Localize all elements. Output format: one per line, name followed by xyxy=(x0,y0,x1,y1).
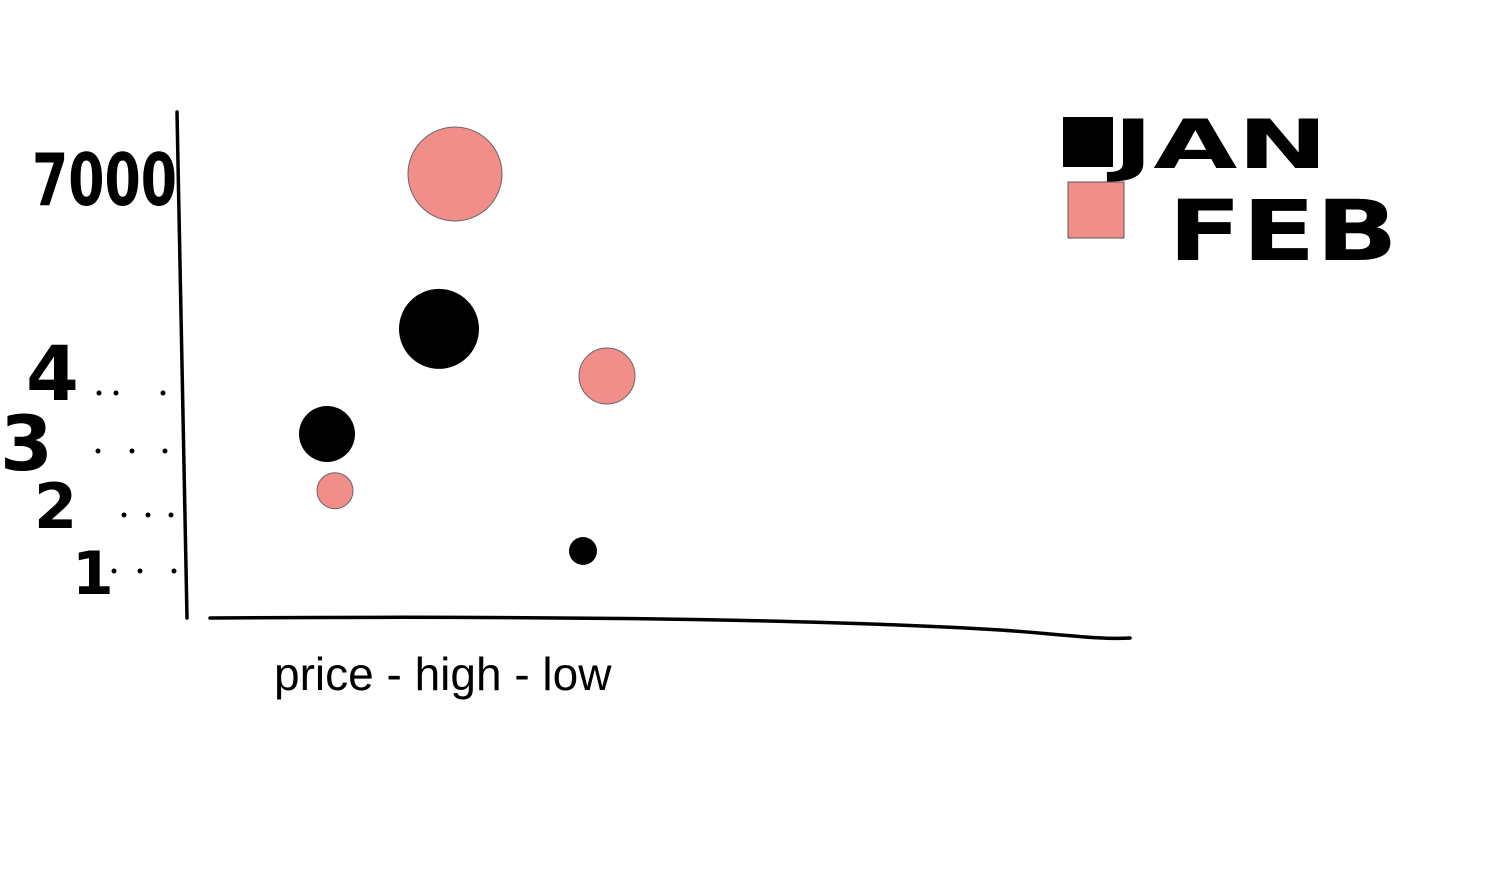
bubble-jan-3 xyxy=(569,537,597,565)
y-axis-label: 7000 xyxy=(32,138,177,222)
bubble-feb-1 xyxy=(316,472,354,510)
y-tick-label-3: 3 xyxy=(0,399,53,488)
legend-label-jan: JAN xyxy=(1107,106,1328,185)
y-tick-label-4: 4 xyxy=(26,329,79,418)
legend-label-feb: FEB xyxy=(1168,182,1398,280)
bubble-feb-2 xyxy=(407,126,503,222)
y-axis-line xyxy=(175,110,189,620)
data-points xyxy=(299,126,636,565)
bubble-jan-2 xyxy=(399,288,479,369)
tick-dots xyxy=(95,390,177,574)
x-axis-line xyxy=(208,615,1132,641)
bubble-feb-3 xyxy=(578,347,636,405)
legend-swatch-feb xyxy=(1067,181,1125,239)
y-tick-label-1: 1 xyxy=(72,539,114,609)
y-tick-label-2: 2 xyxy=(34,470,77,543)
x-axis-label: price - high - low xyxy=(274,648,612,700)
legend-swatch-jan xyxy=(1063,117,1113,167)
bubble-jan-1 xyxy=(299,406,355,462)
legend: JAN FEB xyxy=(1063,106,1398,280)
